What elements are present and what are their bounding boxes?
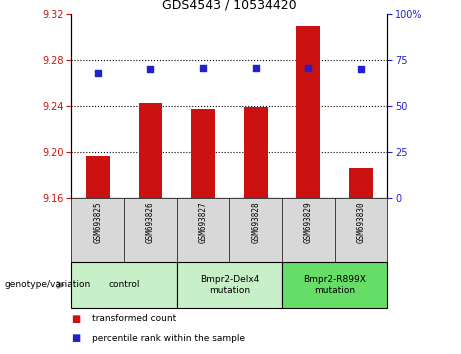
Bar bbox=[139, 103, 162, 198]
Text: transformed count: transformed count bbox=[92, 314, 177, 323]
Text: Bmpr2-R899X
mutation: Bmpr2-R899X mutation bbox=[303, 275, 366, 295]
Text: control: control bbox=[108, 280, 140, 290]
Title: GDS4543 / 10534420: GDS4543 / 10534420 bbox=[162, 0, 297, 12]
Point bbox=[147, 67, 154, 72]
Text: percentile rank within the sample: percentile rank within the sample bbox=[92, 333, 245, 343]
Text: GSM693825: GSM693825 bbox=[93, 201, 102, 243]
Text: GSM693828: GSM693828 bbox=[251, 201, 260, 243]
Text: ■: ■ bbox=[71, 314, 81, 324]
Bar bbox=[191, 109, 215, 198]
Text: GSM693827: GSM693827 bbox=[199, 201, 207, 243]
Text: genotype/variation: genotype/variation bbox=[5, 280, 91, 290]
Point bbox=[252, 65, 260, 70]
Text: GSM693826: GSM693826 bbox=[146, 201, 155, 243]
FancyBboxPatch shape bbox=[177, 262, 282, 308]
Point bbox=[94, 70, 101, 76]
Text: Bmpr2-Delx4
mutation: Bmpr2-Delx4 mutation bbox=[200, 275, 259, 295]
Text: ■: ■ bbox=[71, 333, 81, 343]
Text: GSM693830: GSM693830 bbox=[356, 201, 366, 243]
Point bbox=[305, 65, 312, 70]
Point bbox=[199, 65, 207, 70]
FancyBboxPatch shape bbox=[282, 262, 387, 308]
FancyBboxPatch shape bbox=[71, 262, 177, 308]
Bar bbox=[349, 169, 373, 198]
Text: GSM693829: GSM693829 bbox=[304, 201, 313, 243]
Point bbox=[357, 67, 365, 72]
Bar bbox=[244, 107, 267, 198]
Bar bbox=[86, 156, 110, 198]
Bar bbox=[296, 26, 320, 198]
